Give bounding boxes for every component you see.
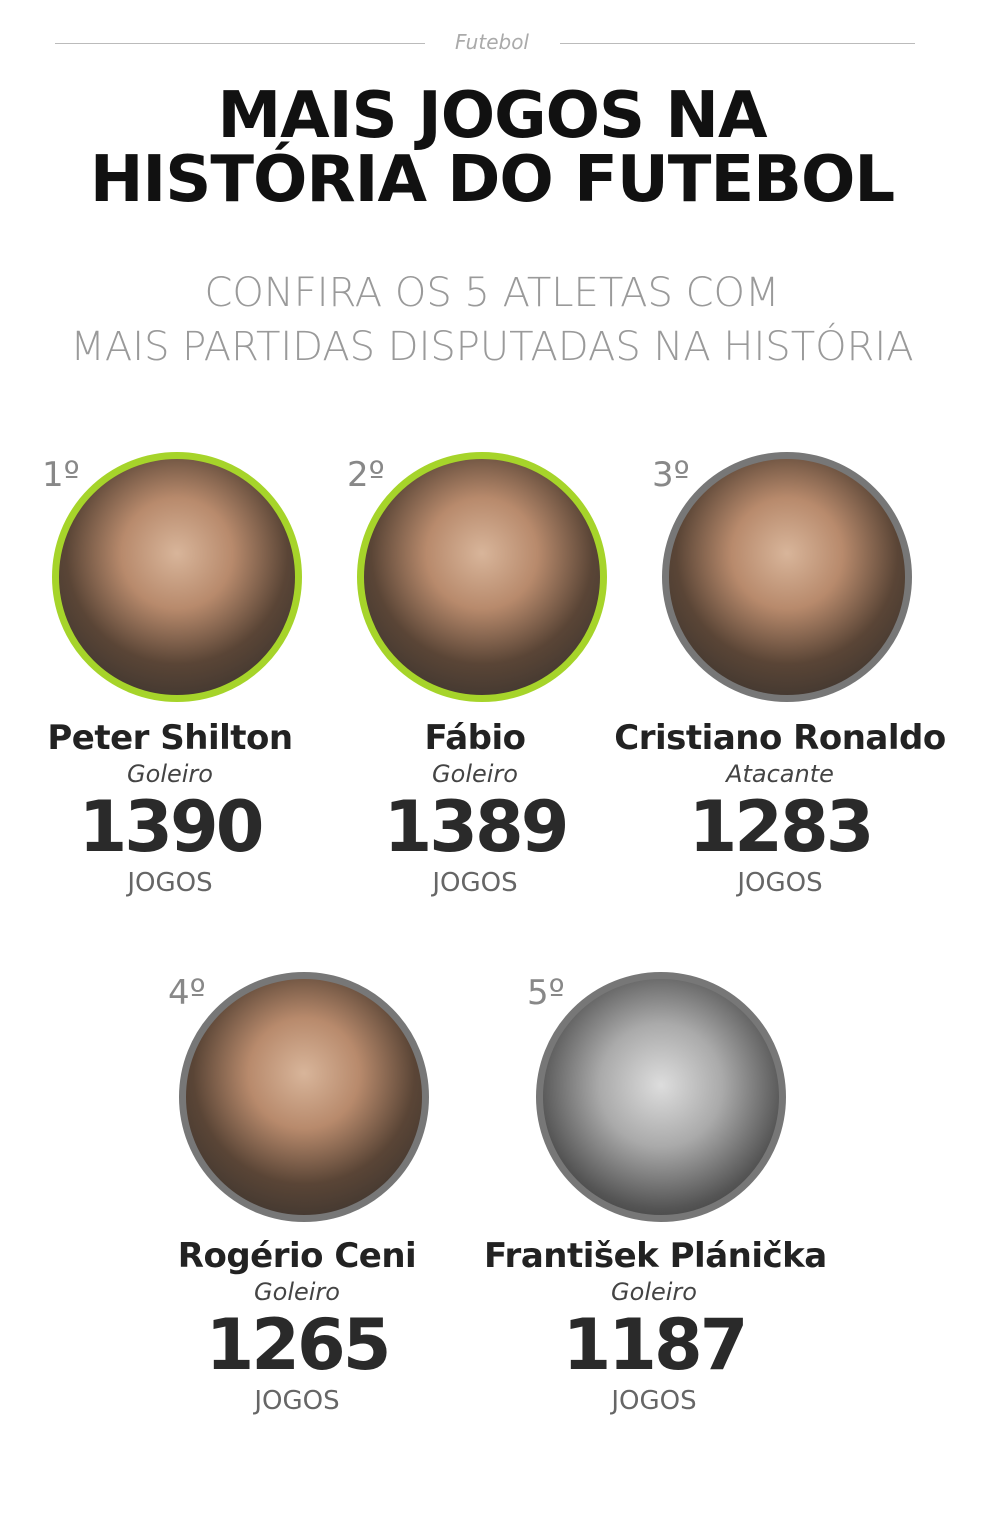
player-games: 1389 — [383, 786, 570, 868]
player-role: Goleiro — [254, 1278, 340, 1306]
player-games: 1265 — [205, 1304, 392, 1386]
player-name: Peter Shilton — [47, 718, 293, 758]
player-role: Goleiro — [432, 760, 518, 788]
games-unit: JOGOS — [611, 1386, 697, 1416]
player-name: František Plánička — [484, 1236, 827, 1276]
player-name: Fábio — [424, 718, 526, 758]
title-line: HISTÓRIA DO FUTEBOL — [89, 143, 895, 217]
player-role: Goleiro — [127, 760, 213, 788]
section-label: Futebol — [454, 30, 529, 54]
player-games: 1187 — [562, 1304, 749, 1386]
subtitle: CONFIRA OS 5 ATLETAS COM MAIS PARTIDAS DI… — [0, 266, 984, 374]
rank: 5º — [527, 973, 565, 1013]
games-unit: JOGOS — [737, 868, 823, 898]
games-unit: JOGOS — [127, 868, 213, 898]
player-photo — [357, 452, 607, 702]
player-name: Rogério Ceni — [177, 1236, 417, 1276]
rank: 3º — [652, 455, 690, 495]
player-name: Cristiano Ronaldo — [614, 718, 946, 758]
player-role: Atacante — [726, 760, 834, 788]
page-title: MAIS JOGOS NA HISTÓRIA DO FUTEBOL — [0, 84, 984, 212]
player-photo — [52, 452, 302, 702]
player-photo — [662, 452, 912, 702]
subtitle-line: CONFIRA OS 5 ATLETAS COM — [204, 270, 780, 316]
rank: 4º — [168, 973, 206, 1013]
rank: 2º — [347, 455, 385, 495]
player-photo — [536, 972, 786, 1222]
player-games: 1283 — [688, 786, 875, 868]
player-role: Goleiro — [611, 1278, 697, 1306]
title-line: MAIS JOGOS NA — [217, 79, 767, 153]
games-unit: JOGOS — [432, 868, 518, 898]
subtitle-line: MAIS PARTIDAS DISPUTADAS NA HISTÓRIA — [70, 324, 914, 370]
player-games: 1390 — [78, 786, 265, 868]
divider — [55, 43, 425, 44]
divider — [560, 43, 915, 44]
rank: 1º — [42, 455, 80, 495]
player-photo — [179, 972, 429, 1222]
games-unit: JOGOS — [254, 1386, 340, 1416]
